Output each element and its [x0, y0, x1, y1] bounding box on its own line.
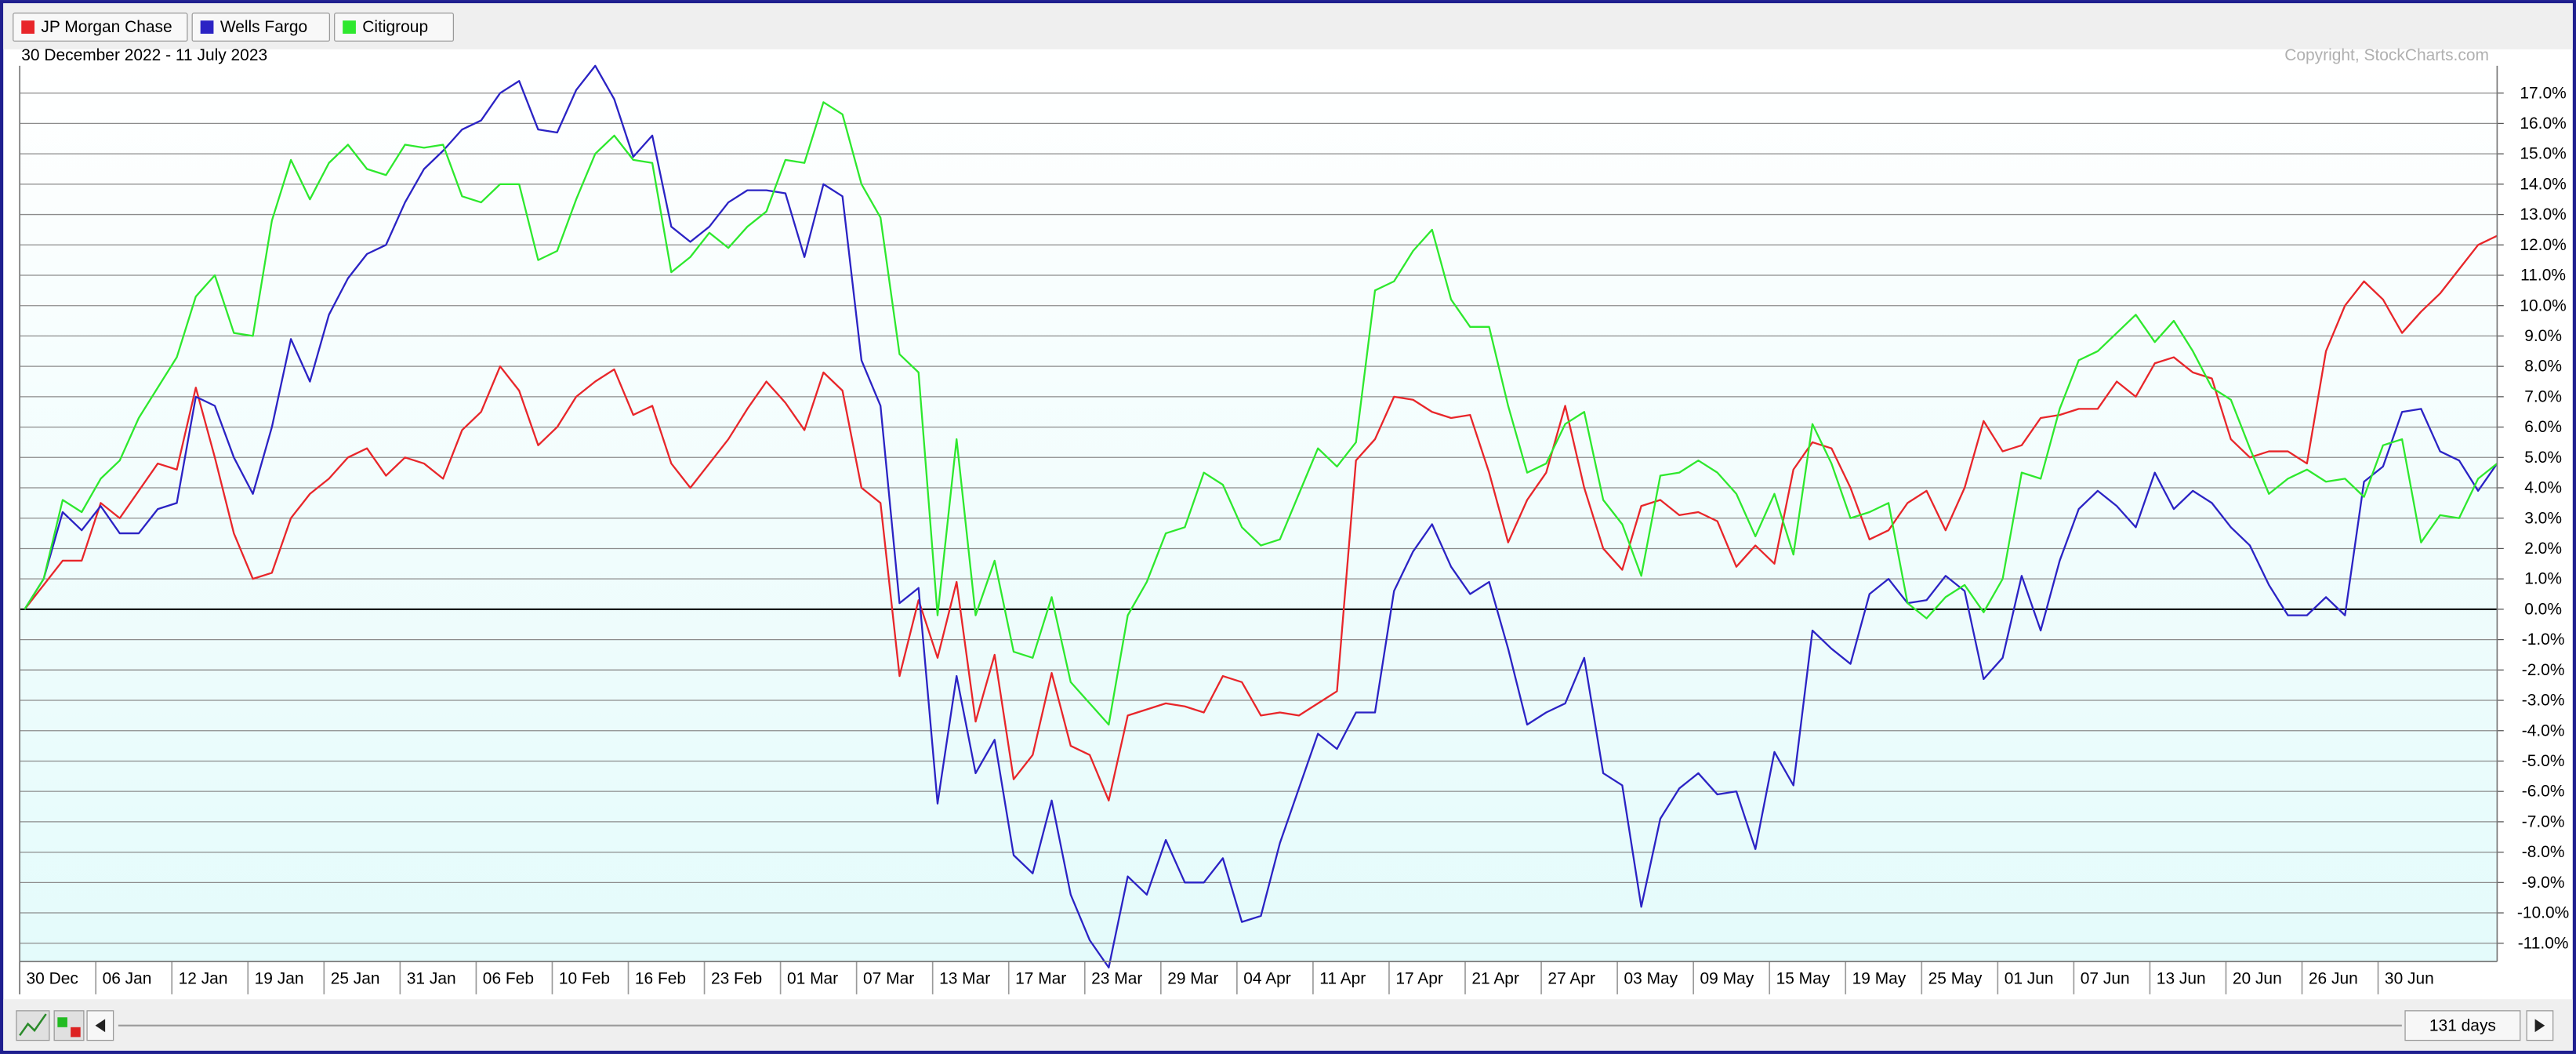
copyright: Copyright, StockCharts.com [2284, 46, 2489, 64]
y-tick-label: -5.0% [2522, 752, 2565, 770]
color-icon-red [71, 1027, 81, 1038]
grid: -11.0% -10.0% -9.0% -8.0% -7.0% -6.0% -5.0% -4.… [20, 84, 2569, 952]
lines [24, 64, 2498, 969]
y-tick-label: -4.0% [2522, 721, 2565, 740]
plot-area [20, 65, 2498, 961]
legend-label: JP Morgan Chase [41, 18, 172, 36]
x-tick-label: 01 Mar [787, 970, 838, 988]
legend-swatch [21, 20, 35, 34]
y-tick-label: 13.0% [2520, 205, 2566, 224]
series-line [24, 64, 2498, 969]
period-label: 131 days [2429, 1016, 2496, 1034]
x-tick-label: 16 Feb [635, 970, 686, 988]
y-tick-label: -3.0% [2522, 692, 2565, 710]
y-tick-label: 12.0% [2520, 236, 2566, 254]
x-tick-label: 17 Apr [1395, 970, 1443, 988]
x-tick-label: 23 Mar [1091, 970, 1142, 988]
y-tick-label: -1.0% [2522, 631, 2565, 649]
chart-style-icon [19, 1013, 47, 1037]
x-tick-label: 15 May [1776, 970, 1830, 988]
y-tick-label: 10.0% [2520, 296, 2566, 314]
x-tick-label: 06 Jan [103, 970, 152, 988]
legend: JP Morgan Chase Wells Fargo Citigroup [13, 13, 455, 42]
x-tick-label: 13 Jun [2157, 970, 2206, 988]
y-tick-label: 4.0% [2524, 479, 2562, 497]
y-tick-label: 2.0% [2524, 540, 2562, 558]
x-tick-label: 17 Mar [1015, 970, 1066, 988]
y-tick-label: 3.0% [2524, 509, 2562, 527]
x-tick-label: 26 Jun [2309, 970, 2358, 988]
y-tick-label: 1.0% [2524, 570, 2562, 588]
x-tick-label: 03 May [1624, 970, 1678, 988]
x-tick-label: 11 Apr [1319, 970, 1366, 988]
legend-swatch [343, 20, 356, 34]
x-tick-label: 25 Jan [331, 970, 380, 988]
x-tick-label: 20 Jun [2233, 970, 2282, 988]
x-tick-label: 09 May [1700, 970, 1754, 988]
x-tick-label: 19 Jan [255, 970, 304, 988]
x-tick-label: 19 May [1852, 970, 1907, 988]
y-tick-label: 0.0% [2524, 600, 2562, 618]
y-tick-label: -6.0% [2522, 783, 2565, 801]
x-axis: 30 Dec 06 Jan 12 Jan 19 Jan 25 Jan 31 Jan 06 F… [19, 961, 2434, 994]
y-tick-label: 17.0% [2520, 84, 2566, 102]
y-tick-label: 11.0% [2520, 267, 2566, 285]
legend-item [191, 13, 331, 42]
period-box[interactable] [2404, 1010, 2521, 1041]
y-tick-label: -8.0% [2522, 843, 2565, 861]
y-tick-label: 15.0% [2520, 145, 2566, 163]
y-tick-label: -11.0% [2518, 934, 2569, 952]
legend-label: Wells Fargo [220, 18, 307, 36]
x-tick-label: 06 Feb [483, 970, 534, 988]
legend-item [334, 13, 455, 42]
x-tick-label: 23 Feb [711, 970, 762, 988]
y-tick-label: 9.0% [2524, 327, 2562, 345]
x-tick-label: 07 Jun [2081, 970, 2130, 988]
legend-swatch [200, 20, 214, 34]
x-tick-label: 04 Apr [1243, 970, 1291, 988]
x-tick-label: 29 Mar [1167, 970, 1218, 988]
x-tick-label: 12 Jan [179, 970, 228, 988]
x-tick-label: 30 Dec [27, 970, 78, 988]
y-tick-label: 14.0% [2520, 175, 2566, 193]
y-tick-label: -10.0% [2517, 904, 2569, 922]
y-tick-label: 5.0% [2524, 449, 2562, 467]
date-range: 30 December 2022 - 11 July 2023 [21, 46, 267, 64]
x-tick-label: 25 May [1928, 970, 1983, 988]
y-tick-label: 6.0% [2524, 418, 2562, 436]
x-tick-label: 21 Apr [1471, 970, 1519, 988]
scroll-left-arrow [95, 1019, 106, 1033]
y-tick-label: 16.0% [2520, 114, 2566, 133]
x-tick-label: 10 Feb [559, 970, 610, 988]
color-icon-green [57, 1017, 67, 1027]
x-tick-label: 31 Jan [407, 970, 456, 988]
y-tick-label: -9.0% [2522, 874, 2565, 892]
series-line [24, 234, 2498, 801]
x-tick-label: 30 Jun [2385, 970, 2434, 988]
x-tick-label: 07 Mar [863, 970, 914, 988]
x-tick-label: 13 Mar [939, 970, 990, 988]
legend-item [13, 13, 188, 42]
y-tick-label: 8.0% [2524, 358, 2562, 376]
series-line [24, 101, 2498, 726]
legend-label: Citigroup [362, 18, 428, 36]
y-tick-label: 7.0% [2524, 387, 2562, 405]
x-tick-label: 01 Jun [2005, 970, 2054, 988]
scroll-right-arrow [2534, 1019, 2545, 1033]
x-tick-label: 27 Apr [1547, 970, 1595, 988]
y-tick-label: -2.0% [2522, 661, 2565, 679]
y-tick-label: -7.0% [2522, 812, 2565, 830]
